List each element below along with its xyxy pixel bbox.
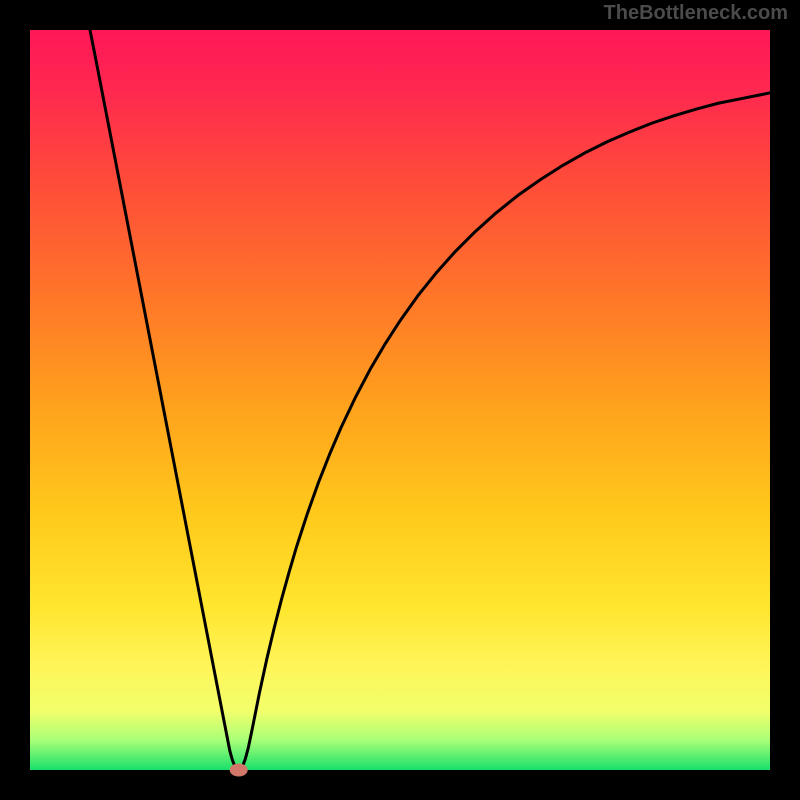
- watermark-text: TheBottleneck.com: [604, 2, 788, 25]
- chart-frame: TheBottleneck.com: [0, 0, 800, 800]
- minimum-marker: [230, 764, 248, 777]
- curve-layer: [0, 0, 800, 800]
- bottleneck-curve: [90, 30, 770, 770]
